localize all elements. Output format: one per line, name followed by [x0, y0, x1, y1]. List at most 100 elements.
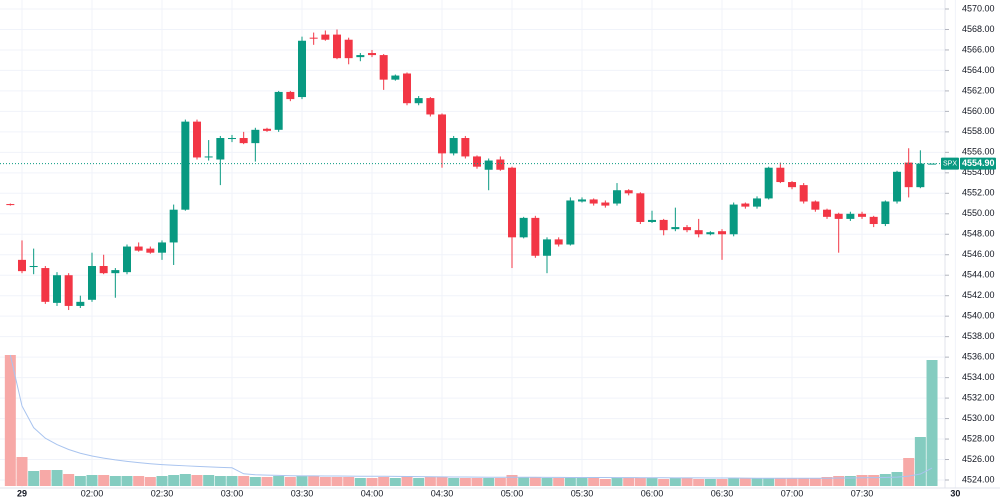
candle-body — [449, 138, 458, 154]
candle-body — [321, 34, 330, 40]
volume-bar — [879, 474, 891, 486]
candle-body — [566, 200, 575, 245]
y-tick-label: 4556.00 — [962, 147, 995, 157]
candle-body — [473, 156, 482, 167]
volume-bar — [611, 478, 623, 486]
volume-bar — [471, 478, 483, 486]
volume-bar — [821, 477, 833, 486]
volume-bar — [798, 478, 810, 486]
x-tick-label: 07:00 — [781, 488, 804, 498]
candle-body — [286, 91, 295, 100]
volume-bar — [203, 475, 215, 486]
candle-body — [904, 162, 913, 188]
volume-bar — [424, 477, 436, 486]
volume-bar — [308, 476, 320, 486]
x-tick-label: 06:00 — [641, 488, 664, 498]
volume-bar — [144, 477, 156, 486]
candle-body — [204, 156, 213, 158]
candle-body — [636, 193, 645, 222]
x-tick-label: 07:30 — [851, 488, 874, 498]
candle-body — [158, 242, 167, 253]
candle-body — [788, 182, 797, 188]
candle-body — [613, 190, 622, 204]
volume-bar — [436, 477, 448, 486]
volume-bar — [774, 478, 786, 486]
candle-body — [484, 160, 493, 170]
volume-bar — [331, 477, 343, 486]
candle-body — [99, 266, 108, 274]
candle-body — [379, 55, 388, 80]
volume-bar — [576, 478, 588, 486]
candle-body — [893, 171, 902, 202]
volume-bar — [844, 476, 856, 486]
candle-body — [834, 213, 843, 219]
volume-bar — [809, 478, 821, 486]
volume-bar — [273, 476, 285, 486]
candle-body — [263, 128, 272, 131]
candle-body — [554, 239, 563, 245]
volume-bar — [914, 437, 926, 486]
volume-bar — [681, 478, 693, 486]
candle-body — [671, 227, 680, 230]
symbol-badge — [941, 157, 959, 170]
candle-body — [52, 275, 61, 303]
volume-bar — [16, 457, 28, 486]
volume-bar — [634, 478, 646, 486]
candle-body — [496, 159, 505, 170]
volume-bar — [74, 476, 86, 486]
volume-bar — [191, 475, 203, 486]
candle-body — [333, 34, 342, 59]
volume-bar — [891, 472, 903, 486]
candle-body — [344, 39, 353, 59]
candle-body — [706, 232, 715, 235]
candle-body — [624, 190, 633, 194]
candle-body — [228, 138, 237, 140]
candle-body — [764, 167, 773, 199]
candle-body — [776, 167, 785, 183]
candle-body — [111, 270, 120, 274]
volume-bar — [599, 479, 611, 486]
x-tick-label: 03:30 — [291, 488, 314, 498]
y-tick-label: 4534.00 — [962, 372, 995, 382]
volume-bar — [319, 477, 331, 486]
candle-body — [928, 163, 937, 165]
volume-bar — [261, 477, 273, 486]
volume-bar — [763, 478, 775, 486]
volume-bar — [751, 478, 763, 486]
x-tick-label: 04:00 — [361, 488, 384, 498]
candle-body — [531, 217, 540, 256]
volume-bar — [786, 478, 798, 486]
volume-bar — [541, 478, 553, 486]
volume-bar — [564, 478, 576, 486]
volume-bar — [926, 360, 938, 486]
candle-body — [508, 167, 517, 238]
x-tick-label: 02:00 — [81, 488, 104, 498]
volume-bar — [693, 479, 705, 486]
candle-body — [76, 301, 85, 306]
candle-body — [216, 138, 225, 160]
candle-body — [17, 259, 26, 272]
y-tick-label: 4552.00 — [962, 188, 995, 198]
y-tick-label: 4564.00 — [962, 65, 995, 75]
last-price-label: 4554.90 — [962, 158, 995, 168]
volume-bar — [739, 478, 751, 486]
volume-bar — [86, 475, 98, 486]
volume-bar — [343, 477, 355, 486]
y-tick-label: 4566.00 — [962, 44, 995, 54]
volume-bar — [121, 476, 133, 486]
y-tick-label: 4536.00 — [962, 352, 995, 362]
volume-bar — [868, 475, 880, 486]
volume-bar — [483, 478, 495, 486]
candle-body — [64, 275, 73, 306]
x-tick-label: 03:00 — [221, 488, 244, 498]
volume-bar — [413, 478, 425, 486]
volume-bar — [518, 477, 530, 486]
candle-body — [169, 209, 178, 243]
volume-bar — [51, 470, 63, 486]
candle-body — [298, 40, 307, 98]
volume-bar — [39, 470, 51, 486]
y-tick-label: 4524.00 — [962, 474, 995, 484]
y-tick-label: 4562.00 — [962, 85, 995, 95]
volume-bar — [179, 474, 191, 486]
